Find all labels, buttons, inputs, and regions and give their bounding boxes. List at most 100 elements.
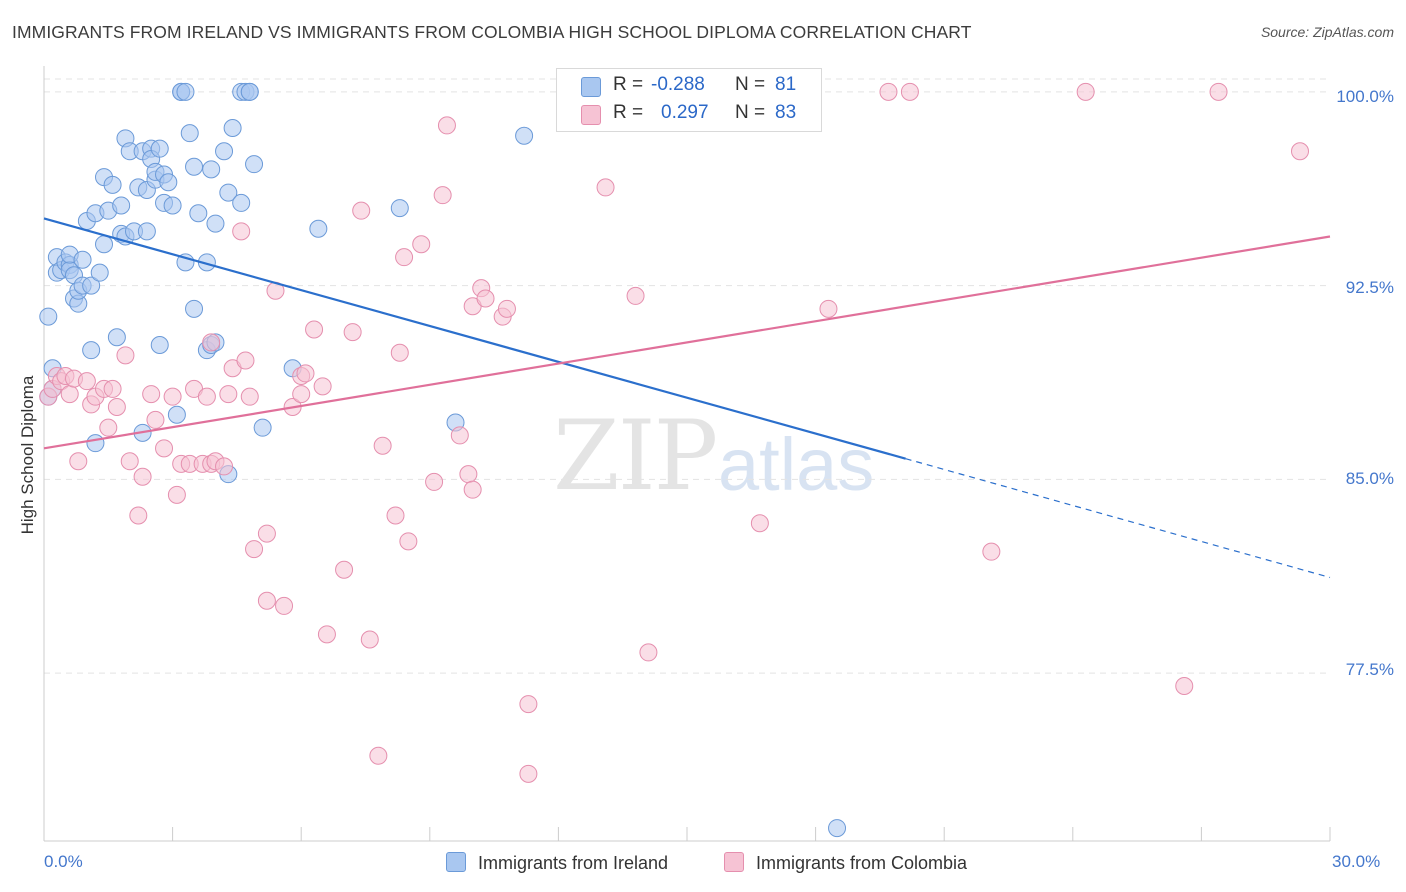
legend-n-value-colombia: 83 [775,102,797,123]
colombia-point-22 [163,387,182,406]
ireland-point-73 [309,219,328,238]
ireland-point-18 [82,341,101,360]
ireland-point-53 [185,299,204,318]
colombia-point-29 [202,333,221,352]
colombia-point-78 [750,514,769,533]
colombia-point-23 [167,485,186,504]
ireland-point-44 [159,173,178,192]
ireland-point-76 [515,126,534,145]
y-axis-label: High School Diploma [18,375,37,535]
colombia-point-63 [437,116,456,135]
colombia-point-28 [197,387,216,406]
colombia-point-32 [215,457,234,476]
ireland-point-24 [103,175,122,194]
colombia-point-61 [425,472,444,491]
colombia-point-38 [245,540,264,559]
colombia-point-75 [626,286,645,305]
colombia-point-66 [463,480,482,499]
colombia-point-79 [819,299,838,318]
ireland-point-61 [215,142,234,161]
colombia-point-20 [146,410,165,429]
correlation-legend: R = -0.288 N = 81 R = 0.297 N = 83 [556,68,822,132]
colombia-point-40 [257,524,276,543]
colombia-point-72 [519,695,538,714]
colombia-point-51 [343,323,362,342]
y-tick-label-92-5: 92.5% [1345,278,1394,297]
bottom-legend-swatch-ireland [446,852,466,872]
colombia-point-39 [257,591,276,610]
ireland-point-69 [240,82,259,101]
colombia-point-48 [313,377,332,396]
ireland-point-46 [167,405,186,424]
y-tick-label-77-5: 77.5% [1345,660,1394,679]
colombia-point-83 [1076,82,1095,101]
colombia-point-36 [236,351,255,370]
ireland-point-77 [86,434,105,453]
colombia-point-46 [296,364,315,383]
ireland-point-51 [180,124,199,143]
colombia-point-65 [459,465,478,484]
colombia-trend-line [43,235,1331,450]
colombia-point-19 [142,385,161,404]
colombia-point-86 [1290,142,1309,161]
colombia-point-16 [120,452,139,471]
chart-title: IMMIGRANTS FROM IRELAND VS IMMIGRANTS FR… [12,22,972,42]
x-tick-label-min: 0.0% [44,852,83,871]
legend-n-label-colombia: N = [735,102,766,123]
bottom-legend-label-ireland: Immigrants from Ireland [478,853,669,873]
colombia-point-56 [386,506,405,525]
colombia-point-47 [305,320,324,339]
colombia-point-73 [519,764,538,783]
bottom-legend-swatch-colombia [724,852,744,872]
bottom-legend-label-colombia: Immigrants from Colombia [756,853,968,873]
colombia-point-53 [360,630,379,649]
ireland-point-52 [185,157,204,176]
legend-swatch-ireland [581,77,601,97]
colombia-point-14 [107,398,126,416]
ireland-point-40 [150,336,169,354]
legend-n-label-ireland: N = [735,74,766,95]
y-tick-label-100: 100.0% [1336,87,1394,106]
colombia-point-74 [596,178,615,197]
legend-n-value-ireland: 81 [775,74,797,95]
ireland-point-80 [828,819,847,838]
colombia-point-57 [390,343,409,362]
colombia-point-15 [116,346,135,365]
ireland-trend-line-extension [905,458,1331,579]
colombia-point-85 [1175,677,1194,695]
colombia-point-80 [879,82,898,101]
colombia-point-17 [129,506,148,525]
colombia-point-35 [232,222,251,241]
legend-r-value-ireland: -0.288 [651,74,705,95]
colombia-point-33 [219,385,238,404]
ireland-point-65 [232,193,251,212]
ireland-point-35 [137,222,156,241]
colombia-point-62 [433,186,452,205]
ireland-point-57 [202,160,221,179]
colombia-point-13 [103,379,122,398]
colombia-point-55 [373,436,392,455]
ireland-point-45 [163,196,182,215]
x-tick-label-max: 30.0% [1332,852,1381,871]
ireland-point-17 [82,276,101,295]
colombia-point-21 [155,439,174,458]
colombia-point-50 [335,560,354,579]
ireland-point-25 [107,328,126,347]
ireland-point-64 [223,119,242,137]
bottom-legend-colombia: Immigrants from Colombia [724,852,967,874]
colombia-point-49 [317,625,336,644]
colombia-point-81 [900,82,919,101]
colombia-point-45 [292,385,311,404]
colombia-point-69 [476,289,495,308]
y-tick-label-85: 85.0% [1345,469,1394,488]
colombia-point-58 [395,248,414,267]
colombia-point-18 [133,467,152,486]
legend-r-value-colombia: 0.297 [661,102,709,123]
ireland-trend-line [43,217,906,460]
ireland-point-71 [253,418,272,437]
legend-r-label-ireland: R = [613,74,644,95]
colombia-point-52 [352,201,371,220]
legend-r-label-colombia: R = [613,102,644,123]
source-label: Source: ZipAtlas.com [1260,24,1394,40]
colombia-point-84 [1209,82,1228,101]
